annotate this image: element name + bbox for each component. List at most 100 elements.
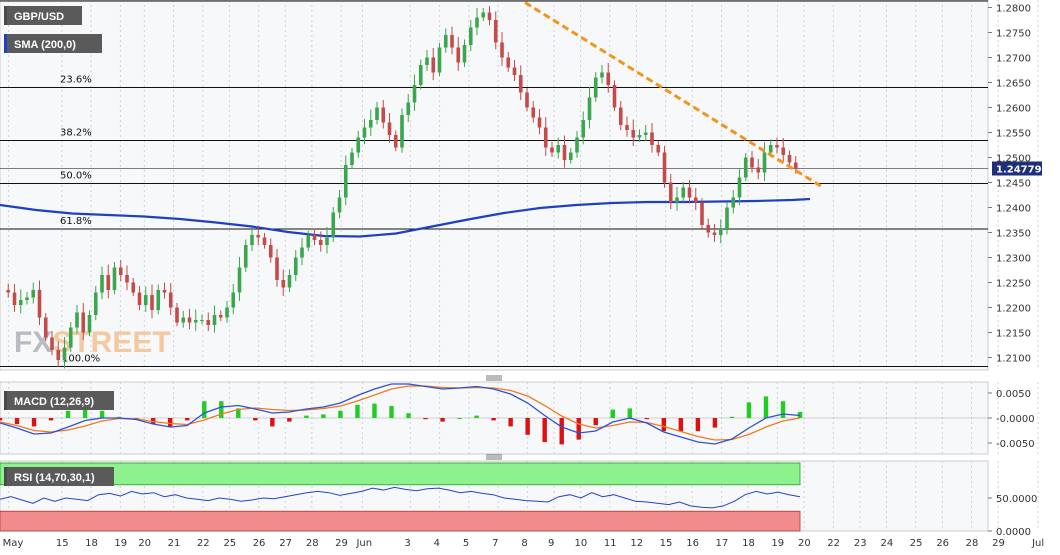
macd-histogram-bar: [729, 416, 735, 418]
macd-histogram-bar: [270, 418, 275, 427]
candle: [287, 269, 292, 292]
candle: [481, 8, 486, 22]
candle: [781, 138, 786, 163]
macd-label[interactable]: MACD (12,26,9): [4, 391, 114, 410]
date-tick-label: 20: [798, 538, 811, 549]
date-tick-label: 29: [335, 538, 348, 549]
candle-body: [81, 312, 86, 333]
candle-body: [150, 295, 154, 310]
rsi-label[interactable]: RSI (14,70,30,1): [4, 467, 114, 486]
symbol-label[interactable]: GBP/USD: [4, 6, 82, 25]
candle-body: [231, 292, 236, 308]
date-tick-label: 15: [56, 538, 69, 549]
candle-body: [162, 290, 167, 293]
candle: [731, 190, 736, 214]
macd-tick-label: -0.0050: [996, 439, 1035, 450]
price-tick-label: 1.2300: [996, 254, 1031, 265]
date-tick-label: 19: [771, 538, 784, 549]
candle: [793, 156, 798, 174]
macd-histogram-bar: [627, 408, 632, 418]
date-tick-label: Jun: [355, 538, 372, 549]
date-tick-label: 8: [521, 538, 527, 549]
candle: [512, 60, 517, 81]
candle: [656, 140, 661, 157]
macd-line: [0, 383, 801, 445]
candle: [675, 187, 679, 211]
macd-histogram-bar: [423, 418, 428, 420]
candle-body: [593, 77, 598, 98]
macd-histogram-bar: [525, 418, 530, 435]
candle-body: [718, 230, 723, 235]
macd-tick-label: -0.0000: [996, 414, 1035, 425]
candle: [312, 228, 317, 246]
candle-body: [112, 267, 117, 290]
svg-text:RSI (14,70,30,1): RSI (14,70,30,1): [14, 472, 95, 484]
rsi-resize-handle[interactable]: [486, 454, 502, 460]
macd-histogram-bar: [48, 418, 54, 421]
macd-histogram-bar: [763, 396, 769, 418]
candle-body: [650, 132, 654, 145]
candle-body: [93, 292, 98, 315]
candle-body: [537, 117, 542, 128]
date-tick-label: 23: [854, 538, 867, 549]
price-tick-label: 1.2450: [996, 179, 1031, 190]
svg-text:GBP/USD: GBP/USD: [14, 11, 64, 23]
candle-body: [793, 162, 798, 169]
macd-resize-handle[interactable]: [486, 375, 502, 381]
sma-label[interactable]: SMA (200,0): [4, 34, 102, 53]
candle: [337, 190, 342, 219]
candle-body: [206, 320, 211, 325]
candle-body: [450, 35, 454, 48]
fib-label: 61.8%: [60, 216, 92, 227]
candle: [225, 301, 229, 323]
price-tick-label: 1.2350: [996, 229, 1031, 240]
date-tick-label: 25: [223, 538, 236, 549]
date-tick-label: 29: [992, 538, 1005, 549]
candle-body: [437, 47, 442, 73]
candle-body: [362, 127, 367, 138]
candle: [237, 257, 242, 301]
candle-body: [337, 197, 342, 213]
macd-histogram-bar: [338, 410, 343, 418]
candle: [393, 130, 398, 152]
candle: [12, 284, 17, 312]
candle: [406, 94, 411, 122]
candle: [275, 249, 279, 287]
macd-histogram-bar: [168, 418, 173, 427]
candle: [400, 108, 404, 153]
candle: [556, 137, 561, 159]
macd-histogram-bar: [321, 414, 326, 418]
candle-body: [562, 145, 567, 160]
candle-body: [331, 212, 336, 238]
candle: [156, 284, 161, 315]
macd-histogram-bar: [236, 408, 241, 418]
candle: [112, 262, 117, 295]
candle: [787, 150, 792, 167]
macd-histogram-bar: [389, 406, 394, 418]
candle-body: [56, 350, 61, 360]
macd-histogram-bar: [644, 418, 650, 420]
date-tick-label: May: [3, 538, 24, 549]
candle: [375, 102, 379, 125]
candle: [712, 224, 717, 242]
candle: [681, 182, 686, 202]
candle-body: [262, 237, 267, 245]
date-tick-label: 9: [548, 538, 554, 549]
price-tick-label: 1.2200: [996, 304, 1031, 315]
rsi-axis: 50.0000 0.0000: [988, 494, 1037, 538]
candle: [587, 87, 592, 129]
macd-tick-label: 0.0050: [996, 389, 1031, 400]
candle: [593, 72, 598, 102]
price-axis: 1.2800 1.2750 1.2700 1.2650 1.2600 1.2550 1.25…: [988, 4, 1031, 365]
candle-body: [518, 75, 523, 93]
candle-body: [243, 245, 248, 268]
candle: [350, 148, 354, 169]
candle-body: [706, 225, 711, 233]
macd-histogram-bar: [440, 418, 445, 422]
candle-body: [781, 147, 786, 155]
candle-body: [75, 312, 79, 328]
macd-histogram-bar: [219, 401, 224, 418]
last-price-tag: 1.24779: [992, 161, 1042, 176]
candle: [762, 142, 767, 181]
